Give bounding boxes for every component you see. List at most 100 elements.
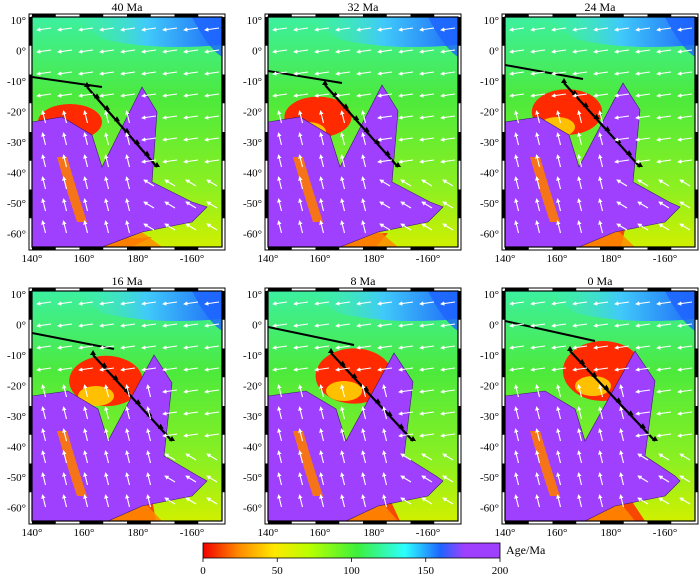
velocity-arrow	[677, 27, 693, 32]
longitude-label: 160°	[74, 527, 95, 539]
subduction-tooth	[386, 410, 393, 416]
velocity-arrow	[204, 49, 220, 54]
velocity-arrow	[577, 406, 583, 420]
velocity-arrow	[679, 497, 691, 505]
longitude-label: -160°	[653, 527, 678, 539]
velocity-arrow	[419, 93, 435, 98]
velocity-arrow	[141, 345, 157, 350]
velocity-arrow	[272, 49, 288, 54]
velocity-arrow	[419, 49, 435, 54]
velocity-arrow	[398, 27, 414, 32]
velocity-arrow	[183, 49, 199, 54]
velocity-arrow	[677, 49, 693, 54]
subduction-tooth	[339, 360, 346, 366]
frame-tick-top	[552, 288, 577, 291]
velocity-arrow	[577, 132, 583, 146]
subduction-tooth	[639, 423, 646, 429]
subduction-tooth	[104, 104, 110, 110]
velocity-arrow	[593, 93, 609, 98]
velocity-arrow	[272, 93, 288, 98]
velocity-arrow	[677, 159, 693, 164]
velocity-arrow	[104, 132, 110, 146]
velocity-arrow	[398, 367, 414, 372]
velocity-arrow	[298, 450, 304, 464]
velocity-arrow	[340, 154, 346, 168]
map-field	[505, 17, 695, 247]
velocity-arrow	[293, 27, 309, 32]
velocity-arrow	[164, 179, 176, 187]
map-panel-0: 40 Ma 10° 0° -10° -20° -30° -40° -50° -60° 140° 16…	[7, 0, 226, 265]
velocity-arrow	[361, 406, 367, 420]
velocity-arrow	[535, 472, 541, 486]
colorbar-ticks: 0 50 100 150 200	[200, 558, 509, 577]
velocity-arrow	[421, 475, 433, 483]
velocity-arrow	[314, 27, 330, 32]
velocity-arrow	[382, 428, 388, 442]
latitude-label: -60°	[243, 503, 262, 515]
latitude-label: -10°	[480, 350, 499, 362]
subduction-tooth	[169, 436, 175, 441]
velocity-arrow	[141, 49, 157, 54]
velocity-arrow	[183, 411, 199, 416]
velocity-arrow	[677, 137, 693, 142]
velocity-arrow	[551, 49, 567, 54]
velocity-arrow	[164, 453, 176, 461]
velocity-arrow	[36, 93, 52, 98]
velocity-arrow	[656, 115, 672, 120]
velocity-arrow	[677, 367, 693, 372]
frame-tick-bottom	[32, 247, 56, 250]
velocity-arrow	[293, 345, 309, 350]
longitude-label: 180°	[601, 527, 622, 539]
velocity-arrow	[398, 49, 414, 54]
velocity-arrow	[206, 497, 218, 505]
longitude-label: -160°	[416, 527, 441, 539]
velocity-arrow	[41, 494, 47, 508]
velocity-arrow	[382, 384, 388, 398]
latitude-label: -10°	[243, 350, 262, 362]
velocity-arrow	[62, 406, 68, 420]
velocity-arrow	[377, 137, 393, 142]
frame-tick-top	[363, 14, 387, 17]
velocity-arrow	[577, 220, 583, 234]
subduction-tooth	[582, 102, 589, 107]
frame-tick-bottom	[600, 521, 624, 524]
velocity-arrow	[314, 367, 330, 372]
velocity-arrow	[277, 450, 283, 464]
colorbar-tick-label: 150	[418, 565, 435, 577]
velocity-arrow	[440, 115, 456, 120]
velocity-arrow	[637, 179, 649, 187]
frame-tick-bottom	[552, 521, 577, 524]
velocity-arrow	[614, 367, 630, 372]
velocity-arrow	[530, 367, 546, 372]
frame-tick-top	[505, 288, 529, 291]
velocity-arrow	[361, 154, 367, 168]
velocity-arrow	[377, 115, 393, 120]
velocity-arrow	[57, 71, 73, 76]
latitude-label: -30°	[480, 137, 499, 149]
velocity-arrow	[442, 179, 454, 187]
frame-tick-top	[268, 14, 292, 17]
velocity-arrow	[335, 49, 351, 54]
velocity-arrow	[340, 220, 346, 234]
velocity-arrow	[614, 345, 630, 350]
velocity-arrow	[514, 176, 520, 190]
velocity-arrow	[319, 384, 325, 398]
velocity-arrow	[293, 71, 309, 76]
subduction-tooth	[410, 436, 416, 441]
velocity-arrow	[335, 301, 351, 306]
subduction-tooth	[322, 80, 328, 85]
velocity-arrow	[572, 93, 588, 98]
velocity-arrow	[442, 475, 454, 483]
velocity-arrow	[440, 49, 456, 54]
velocity-arrow	[141, 71, 157, 76]
longitude-label: 180°	[364, 253, 385, 265]
velocity-arrow	[120, 49, 136, 54]
velocity-arrow	[440, 301, 456, 306]
velocity-arrow	[556, 220, 562, 234]
velocity-arrow	[598, 132, 604, 146]
velocity-arrow	[298, 110, 304, 124]
colorbar: 0 50 100 150 200 Age/Ma	[200, 542, 546, 577]
velocity-arrow	[598, 406, 604, 420]
velocity-arrow	[83, 384, 89, 398]
frame-tick-right	[695, 348, 698, 378]
